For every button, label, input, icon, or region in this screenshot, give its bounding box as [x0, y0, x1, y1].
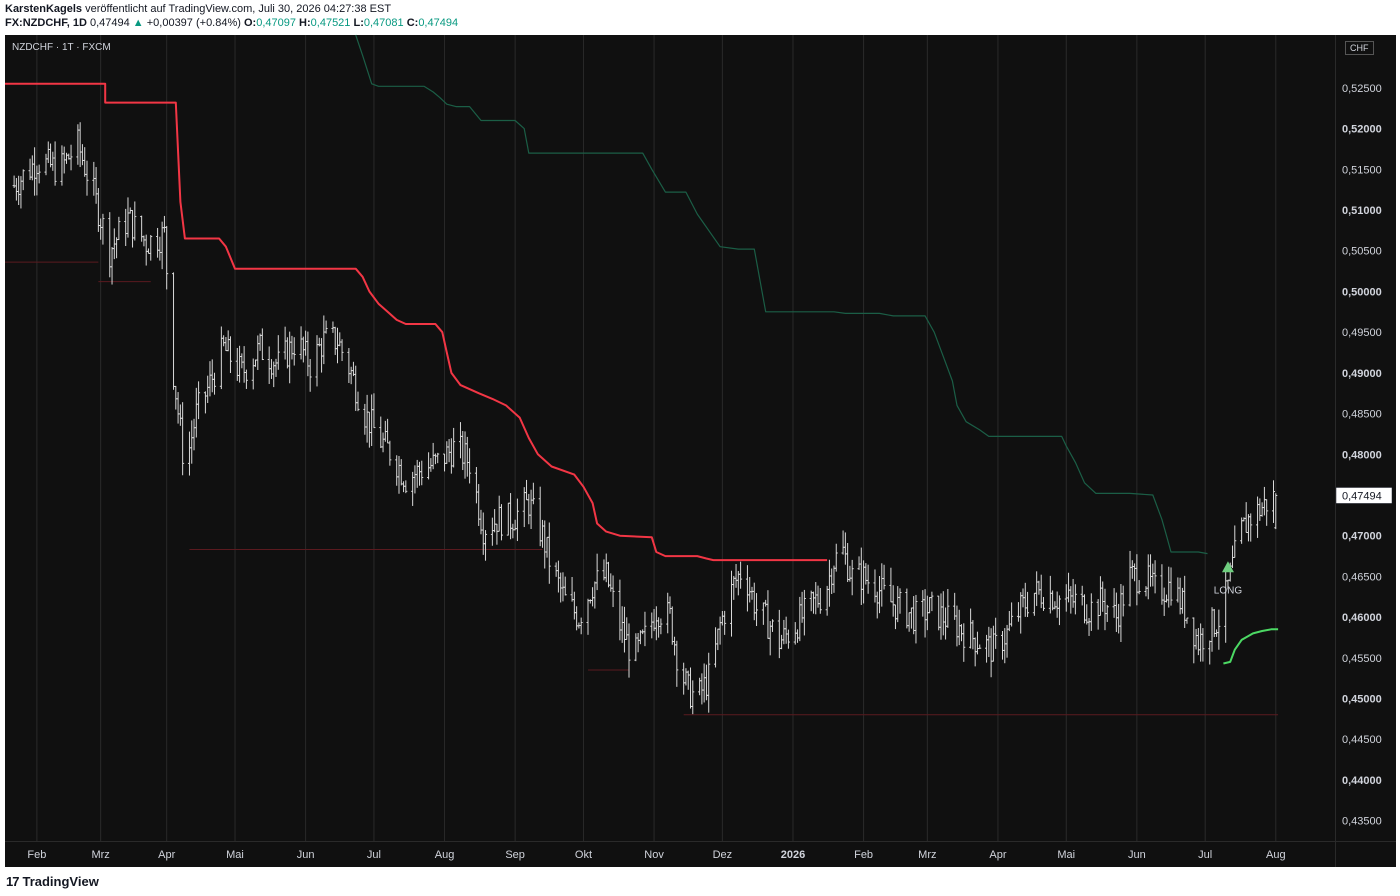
x-tick-label: Mai — [1057, 849, 1075, 861]
x-tick-label: Mrz — [91, 849, 109, 861]
open-label: O: — [243, 17, 257, 29]
price-scale[interactable] — [1335, 35, 1396, 841]
red-trailing-line — [5, 82, 828, 562]
last-price: 0,47494 — [89, 17, 130, 29]
x-tick-label: Dez — [713, 849, 733, 861]
currency-button[interactable]: CHF — [1345, 41, 1374, 55]
brand-name: TradingView — [22, 874, 99, 889]
green-stop-line — [1223, 628, 1279, 665]
y-tick-label: 0,46000 — [1342, 612, 1382, 624]
y-tick-label: 0,48000 — [1342, 449, 1382, 461]
tradingview-logo: 17 TradingView — [6, 874, 99, 889]
green-trailing-line — [355, 34, 1208, 555]
symbol-full: FX:NZDCHF, 1D — [5, 17, 87, 29]
close-label: C: — [406, 17, 419, 29]
x-tick-label: Aug — [435, 849, 455, 861]
y-tick-label: 0,50500 — [1342, 246, 1382, 258]
x-tick-label: Apr — [989, 849, 1006, 861]
axis-corner — [1335, 841, 1396, 867]
time-axis[interactable] — [5, 841, 1335, 867]
x-tick-label: Feb — [854, 849, 873, 861]
y-tick-label: 0,48500 — [1342, 409, 1382, 421]
price-change: +0,00397 (+0.84%) — [146, 17, 241, 29]
long-signal-arrow-icon — [1221, 561, 1234, 573]
y-tick-label: 0,47000 — [1342, 531, 1382, 543]
x-tick-label: Sep — [505, 849, 525, 861]
up-arrow-icon: ▲ — [132, 17, 144, 29]
x-tick-label: Aug — [1266, 849, 1286, 861]
x-tick-label: Mai — [226, 849, 244, 861]
y-tick-label: 0,45500 — [1342, 653, 1382, 665]
high-label: H: — [299, 17, 311, 29]
tradingview-icon: 17 — [6, 874, 20, 889]
long-signal-label: LONG — [1214, 585, 1243, 596]
y-tick-label: 0,50000 — [1342, 286, 1382, 298]
x-tick-label: Okt — [575, 849, 592, 861]
x-tick-label: Jul — [367, 849, 381, 861]
close-value: 0,47494 — [418, 17, 459, 29]
publish-text: veröffentlicht auf TradingView.com, Juli… — [82, 3, 392, 15]
y-tick-label: 0,43500 — [1342, 816, 1382, 828]
publish-info: KarstenKagels veröffentlicht auf Trading… — [5, 3, 391, 15]
x-tick-label: 2026 — [781, 849, 805, 861]
x-tick-label: Nov — [644, 849, 664, 861]
y-tick-label: 0,51500 — [1342, 164, 1382, 176]
last-price-box — [1335, 487, 1393, 504]
x-tick-label: Apr — [158, 849, 175, 861]
y-tick-label: 0,44500 — [1342, 734, 1382, 746]
y-tick-label: 0,51000 — [1342, 205, 1382, 217]
high-value: 0,47521 — [310, 17, 351, 29]
chart-pane[interactable] — [5, 35, 1335, 841]
pane-symbol-label: NZDCHF · 1T · FXCM — [12, 42, 111, 53]
last-price-label: 0,47494 — [1342, 490, 1382, 502]
x-tick-label: Mrz — [918, 849, 936, 861]
y-tick-label: 0,45000 — [1342, 694, 1382, 706]
y-tick-label: 0,49500 — [1342, 327, 1382, 339]
open-value: 0,47097 — [256, 17, 296, 29]
low-value: 0,47081 — [363, 17, 404, 29]
x-tick-label: Jul — [1198, 849, 1212, 861]
y-tick-label: 0,52000 — [1342, 124, 1382, 136]
low-label: L: — [353, 17, 364, 29]
x-tick-label: Feb — [27, 849, 46, 861]
y-tick-label: 0,49000 — [1342, 368, 1382, 380]
x-tick-label: Jun — [297, 849, 315, 861]
author-name: KarstenKagels — [5, 3, 83, 15]
y-tick-label: 0,46500 — [1342, 571, 1382, 583]
x-tick-label: Jun — [1128, 849, 1146, 861]
y-tick-label: 0,52500 — [1342, 83, 1382, 95]
y-tick-label: 0,44000 — [1342, 775, 1382, 787]
ohlc-legend: FX:NZDCHF, 1D 0,47494 ▲ +0,00397 (+0.84%… — [5, 17, 458, 29]
